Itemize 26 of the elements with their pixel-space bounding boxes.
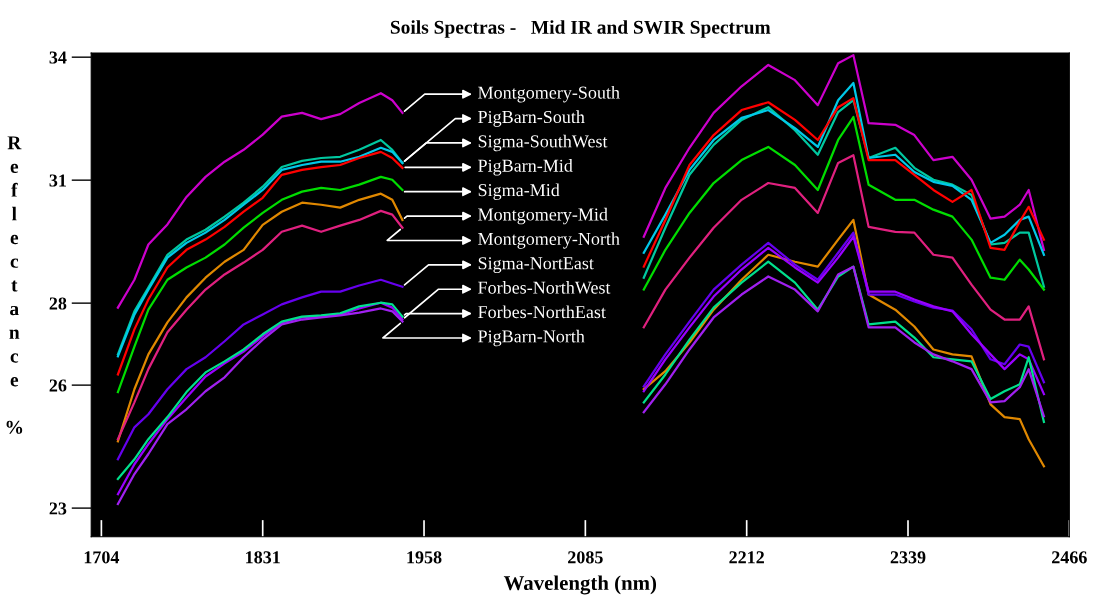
text: PigBarn-Mid (478, 159, 573, 176)
x-tick-label: 2085 (568, 551, 603, 564)
text: Reflectance % (6, 136, 23, 434)
x-tick-label: 2339 (890, 551, 926, 564)
y-tick-label: 26 (49, 379, 67, 392)
text: Sigma-Mid (478, 183, 560, 200)
text: Forbes-NorthWest (478, 281, 611, 294)
y-tick-label: 23 (49, 502, 67, 515)
y-tick-label: 28 (49, 297, 67, 310)
chart-title: Soils Spectras - Mid IR and SWIR Spectrum (390, 20, 771, 38)
y-tick-label: 31 (49, 174, 66, 187)
y-tick-label: 34 (49, 51, 67, 64)
x-tick-label: 1704 (84, 551, 120, 564)
x-axis-title: Wavelength (nm) (503, 575, 657, 595)
x-tick-label: 2212 (729, 551, 764, 564)
text: Sigma-SouthWest (478, 134, 608, 152)
x-tick-label: 2466 (1052, 551, 1087, 564)
text: Montgomery-North (478, 232, 620, 249)
text: PigBarn-North (478, 329, 585, 347)
x-tick-label: 1958 (407, 551, 442, 564)
text: Forbes-NorthEast (478, 305, 606, 319)
text: Sigma-NortEast (478, 257, 594, 274)
text: Montgomery-South (478, 85, 620, 103)
x-tick-label: 1831 (246, 551, 280, 564)
text: PigBarn-South (478, 110, 585, 127)
text: Montgomery-Mid (478, 207, 608, 225)
